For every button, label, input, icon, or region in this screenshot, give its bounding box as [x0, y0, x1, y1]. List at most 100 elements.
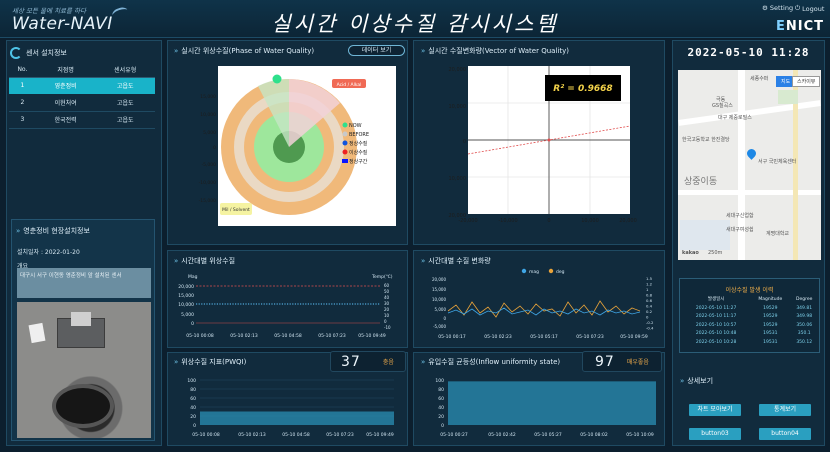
logout-icon: ⏻ — [795, 4, 801, 12]
button04[interactable]: button04 — [759, 428, 811, 440]
chevron-icon: » — [174, 358, 178, 366]
col-no: No. — [9, 63, 36, 78]
phase-ts-panel — [167, 250, 408, 348]
col-degree: Degree — [796, 296, 813, 302]
site-info-panel: » 영춘정비 현장설치정보 설치일자 : 2022-01-20 개요 대구시 서… — [11, 219, 155, 441]
site-info-header: » 영춘정비 현장설치정보 — [16, 226, 90, 236]
x-tick: 05-10 10:09 — [626, 432, 654, 438]
x-tick: 05-10 09:49 — [358, 333, 386, 339]
change-y-ticks: 20,000 15,000 10,000 5,000 0 -5,000 — [432, 277, 446, 329]
data-point — [547, 138, 551, 142]
sensor-table-wrap: No. 지점명 센서유형 1 영춘정비 고읍도 2 이현처여 고읍도 3 한국전… — [9, 63, 155, 129]
phase-ts-header: » 시간대별 위상수질 — [174, 257, 236, 265]
current-datetime: 2022-05-10 11:28 — [687, 46, 810, 59]
y-tick: 0 — [193, 423, 196, 429]
y-tick: 0 — [463, 139, 466, 145]
table-row[interactable]: 2022-05-10 10:28 19531 350.12 — [695, 339, 813, 345]
y2-tick: 0.4 — [646, 304, 653, 309]
chevron-icon: » — [174, 257, 178, 265]
legend-swatch — [342, 149, 348, 155]
vector-chart: R² = 0.9668 20,000 10,000 0 10,000 20,00… — [449, 66, 637, 224]
table-row[interactable]: 2022-05-10 11:27 19529 349.81 — [695, 305, 813, 311]
y-tick: 20,000 — [449, 67, 467, 73]
phase-header: » 실시간 위상수질(Phase of Water Quality) — [174, 47, 315, 55]
y-tick: 10,000 — [200, 112, 216, 118]
logo[interactable]: Water-NAVI — [12, 14, 113, 34]
y2-tick: 0 — [646, 315, 649, 320]
pwqi-header: » 위상수질 지표(PWQI) — [174, 358, 247, 366]
change-legend: mag deg — [521, 268, 565, 275]
sector — [289, 79, 340, 147]
y2-tick: 10 — [384, 313, 390, 318]
pwqi-area — [200, 411, 394, 425]
y-tick: 0 — [443, 316, 446, 321]
y2-tick: 30 — [384, 301, 390, 306]
sector2 — [258, 78, 289, 147]
logout-link[interactable]: ⏻ Logout — [795, 4, 825, 13]
x-tick: 05-10 05:17 — [530, 334, 558, 340]
legend-label: 정상수질 — [349, 140, 368, 147]
pwqi-grid — [200, 379, 394, 417]
map-toggle-sky[interactable]: 스카이뷰 — [792, 76, 821, 87]
map-block — [680, 220, 730, 250]
location-pin-icon[interactable] — [745, 147, 758, 160]
y-tick: 20 — [438, 414, 444, 420]
r2-box — [545, 75, 621, 101]
y-tick: 10,000 — [449, 104, 467, 110]
photo-manhole — [52, 384, 114, 428]
warning-title: 이상수질 발생 이력 — [725, 287, 774, 294]
chart-collection-button[interactable]: 차트 모아보기 — [689, 404, 741, 416]
legend-label: BEFORE — [349, 132, 369, 138]
y-tick: 100 — [435, 378, 444, 384]
brand-logo: ENICT — [775, 19, 824, 34]
y-tick: 15,000 — [178, 293, 194, 299]
site-photo — [17, 302, 151, 438]
table-row[interactable]: 2022-05-10 10:48 19531 350.1 — [695, 331, 811, 337]
stats-button[interactable]: 통계보기 — [759, 404, 811, 416]
map-road — [738, 70, 745, 260]
y-tick: 15,000 — [432, 287, 446, 292]
map-scale: 250m — [708, 250, 723, 256]
vector-x-ticks: -20,000 -10,000 0 10,000 20,000 — [458, 218, 636, 224]
map-label: 서구 국민체육센터 — [758, 159, 797, 165]
table-row[interactable]: 2 이현처여 고읍도 — [9, 94, 155, 112]
map-road — [678, 190, 821, 195]
vector-header: » 실시간 수질변화량(Vector of Water Quality) — [421, 47, 569, 55]
location-map[interactable]: 세종수퍼 GS칠곡스 극동 대구 제중로빌스 한국고등학교 한진결당 서구 국민… — [678, 70, 821, 260]
table-row[interactable]: 3 한국전력 고읍도 — [9, 111, 155, 129]
refresh-ring-icon — [10, 47, 22, 59]
table-row[interactable]: 1 영춘정비 고읍도 — [9, 77, 155, 94]
x-tick: 05-10 07:23 — [326, 432, 354, 438]
legend-swatch — [342, 122, 348, 128]
y-tick: 0 — [191, 321, 194, 327]
map-road — [678, 100, 821, 126]
map-label: GS칠곡스 — [712, 103, 733, 109]
sensor-table: No. 지점명 센서유형 1 영춘정비 고읍도 2 이현처여 고읍도 3 한국전… — [9, 63, 155, 129]
chevron-icon: » — [174, 47, 178, 55]
right-axis-label: Temp(℃) — [371, 274, 393, 280]
logo-tagline: 세상 모든 물에 치료를 하다 — [12, 7, 87, 15]
x-tick: 05-10 09:59 — [620, 334, 648, 340]
map-label: 상중이동 — [684, 177, 718, 187]
table-row[interactable]: 2022-05-10 10:57 19529 350.06 — [695, 322, 813, 328]
y-tick: 10,000 — [178, 302, 194, 308]
y2-tick: 0 — [384, 319, 387, 324]
col-magnitude: Magnitude — [758, 296, 783, 302]
legend-label: deg — [556, 269, 565, 275]
y-tick: 10,000 — [449, 176, 467, 182]
y-tick: 15,000 — [200, 94, 216, 100]
view-data-button[interactable]: 데이터 보기 — [348, 45, 405, 56]
col-name: 지점명 — [35, 63, 96, 78]
x-tick: 05-10 00:08 — [192, 432, 220, 438]
table-row[interactable]: 2022-05-10 11:17 19529 349.98 — [695, 314, 813, 320]
y-tick: 20,000 — [178, 284, 194, 290]
change-ts-panel — [413, 250, 665, 348]
map-label: 한국고등학교 한진결당 — [682, 137, 730, 143]
y-tick: 5,000 — [435, 307, 447, 312]
y2-tick: 60 — [384, 283, 390, 288]
y2-tick: -0.4 — [646, 326, 654, 331]
button03[interactable]: button03 — [689, 428, 741, 440]
x-tick: 05-10 07:23 — [318, 333, 346, 339]
setting-link[interactable]: ⚙ Setting — [762, 4, 794, 12]
x-tick: 05-10 02:23 — [484, 334, 512, 340]
